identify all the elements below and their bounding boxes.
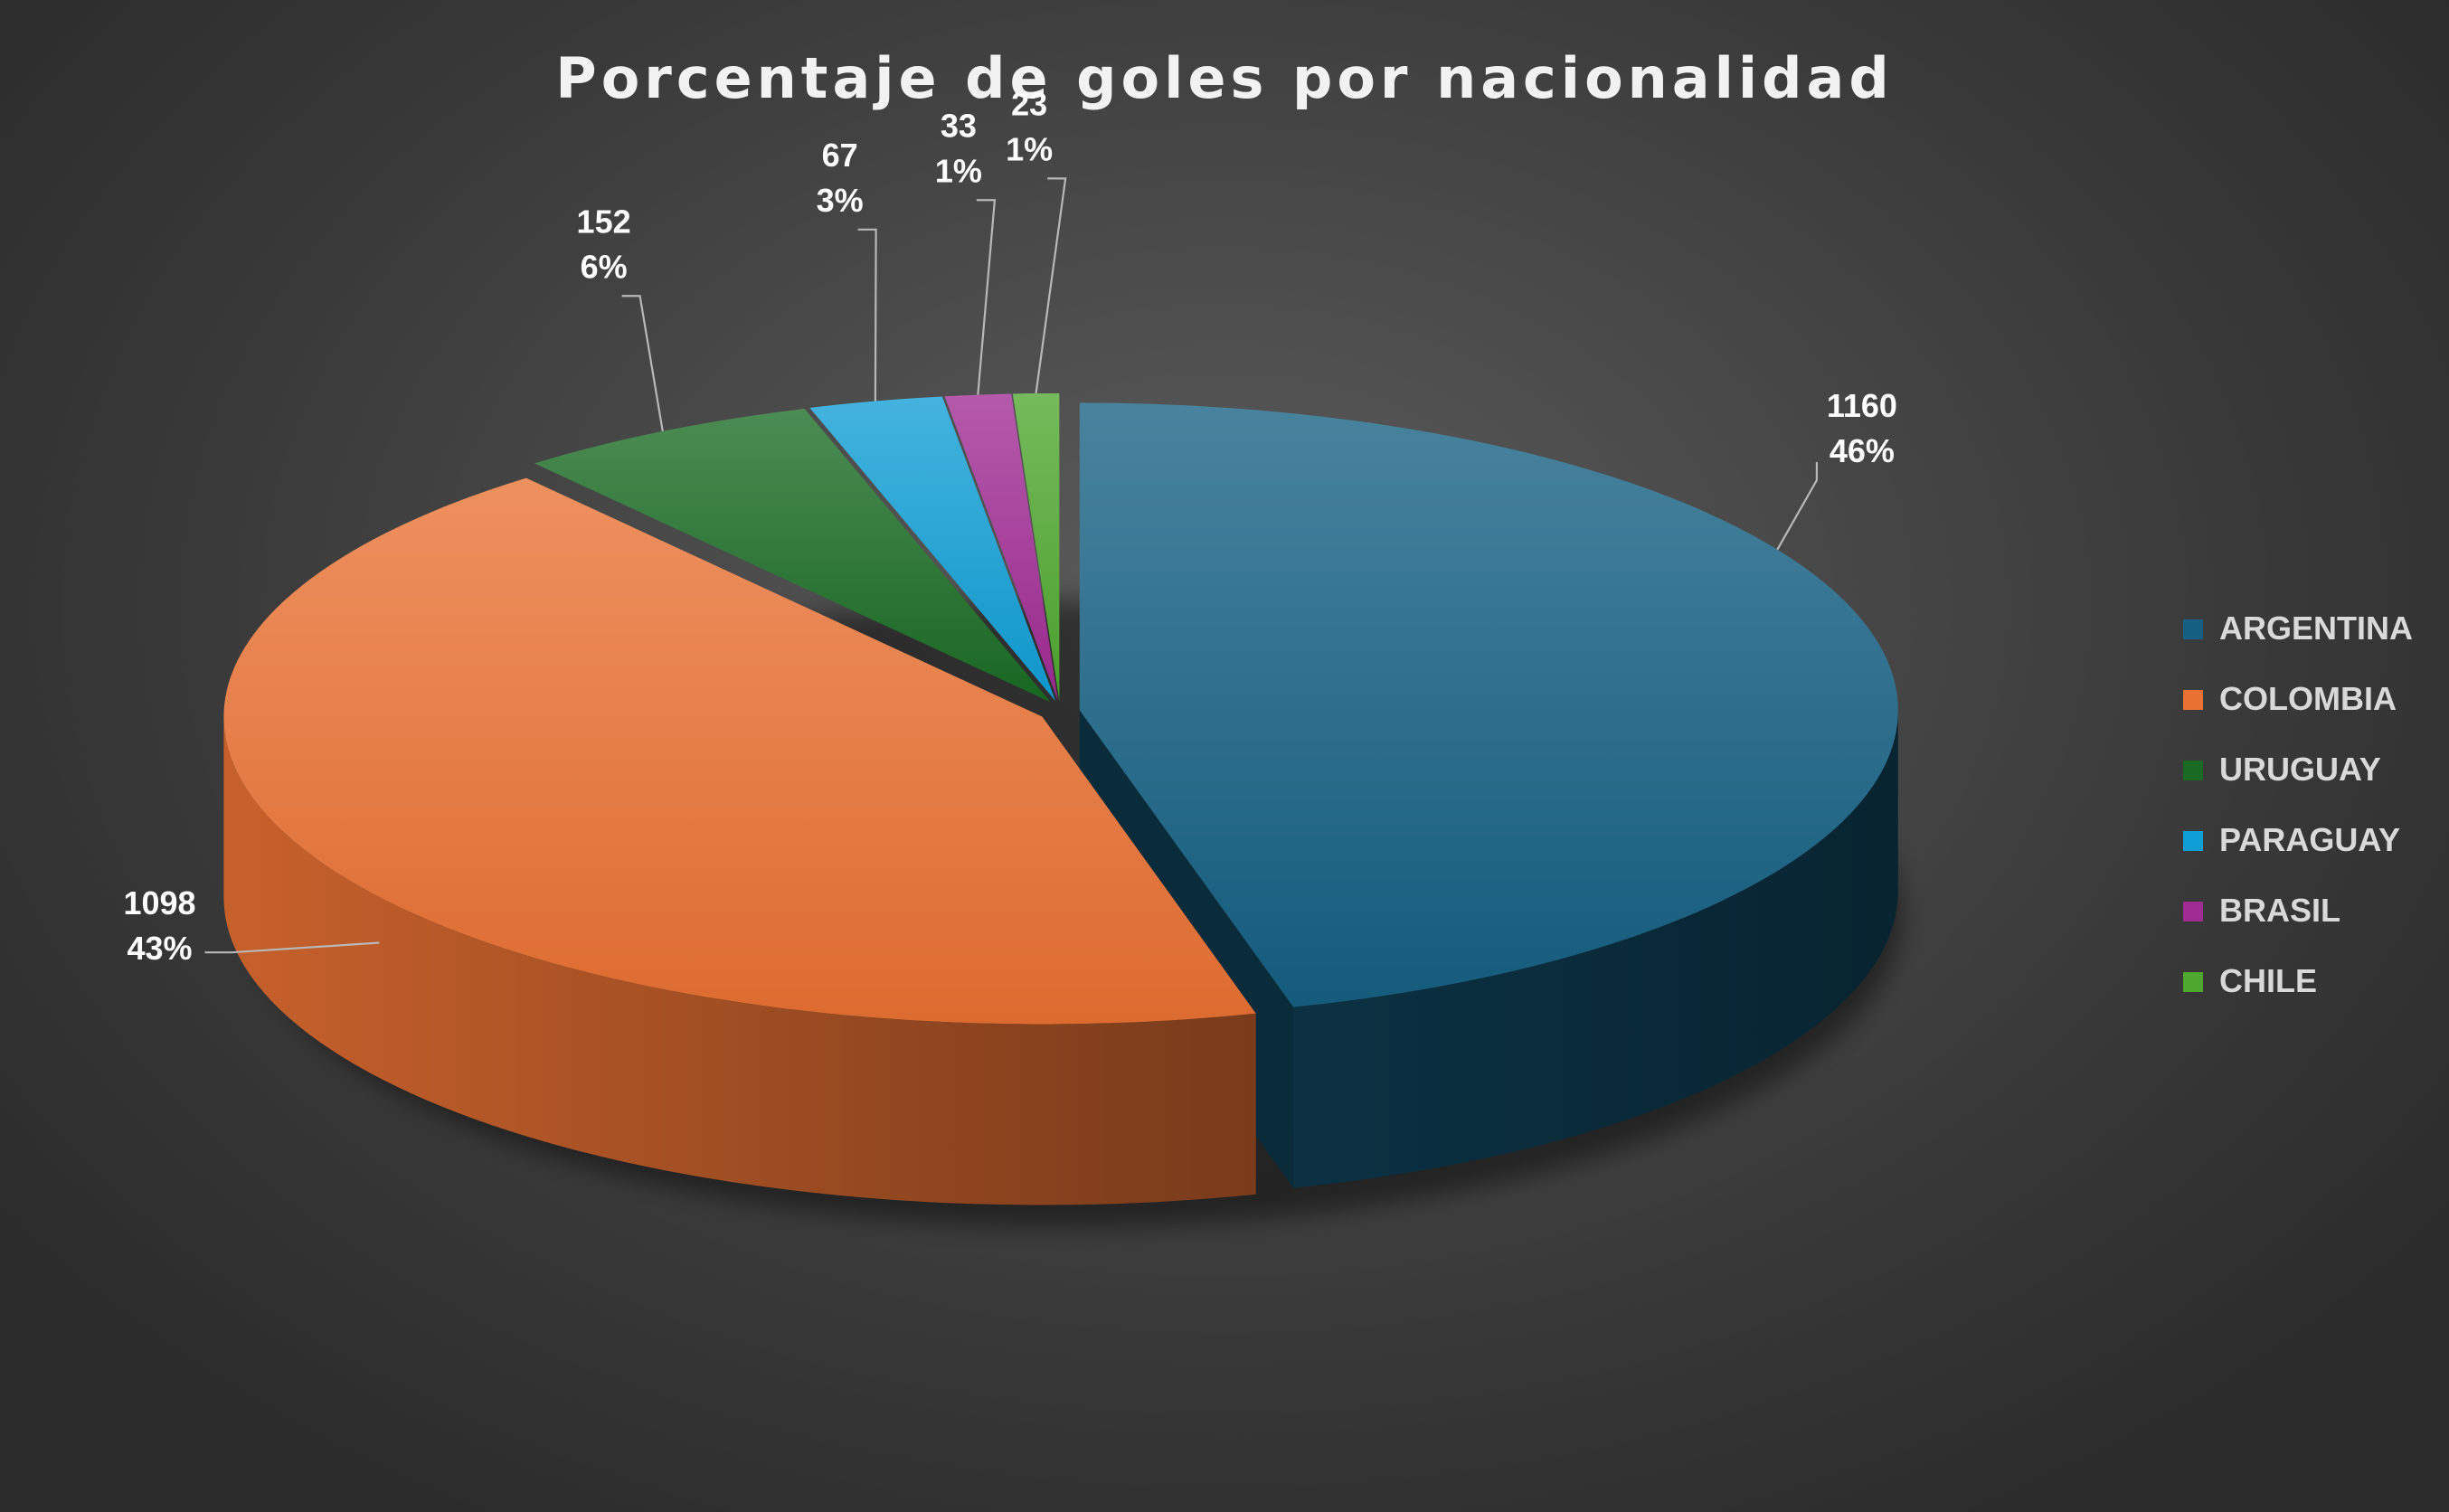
chart-title: Porcentaje de goles por nacionalidad xyxy=(555,45,1894,111)
legend-swatch xyxy=(2183,902,2203,921)
data-label-value: 152 xyxy=(577,203,631,240)
pie-slice-uruguay xyxy=(534,409,1051,703)
data-label-percent: 6% xyxy=(581,248,628,285)
legend-swatch xyxy=(2183,831,2203,851)
data-label-chile: 231% xyxy=(1006,85,1053,167)
legend-label: COLOMBIA xyxy=(2219,680,2397,717)
data-label-percent: 1% xyxy=(935,152,982,189)
data-label-value: 1098 xyxy=(123,884,195,921)
legend-label: URUGUAY xyxy=(2219,751,2381,788)
leader-line xyxy=(1776,462,1819,551)
pie-slice-argentina xyxy=(1079,402,1898,1007)
data-label-percent: 3% xyxy=(817,182,864,219)
pie-rim-colombia xyxy=(223,716,1256,1205)
data-label-percent: 46% xyxy=(1830,432,1895,469)
pie-slice-brasil xyxy=(944,393,1058,701)
legend-item-chile: CHILE xyxy=(2183,962,2317,999)
pie-rim-argentina xyxy=(1293,710,1898,1188)
data-label-value: 23 xyxy=(1011,85,1047,122)
data-label-brasil: 331% xyxy=(935,107,982,189)
pie-slice-chile xyxy=(1012,392,1060,701)
legend-item-paraguay: PARAGUAY xyxy=(2183,821,2400,858)
legend-item-brasil: BRASIL xyxy=(2183,892,2340,929)
data-label-value: 1160 xyxy=(1827,387,1897,424)
leader-line xyxy=(976,199,997,395)
pie-tops xyxy=(223,392,1898,1025)
pie-slice-paraguay xyxy=(809,396,1056,702)
legend-label: BRASIL xyxy=(2219,892,2340,929)
legend-item-argentina: ARGENTINA xyxy=(2183,610,2413,647)
legend-swatch xyxy=(2183,690,2203,710)
legend-label: PARAGUAY xyxy=(2219,821,2400,858)
legend: ARGENTINA COLOMBIA URUGUAY PARAGUAY BRASIL CH… xyxy=(2183,610,2413,999)
leader-line xyxy=(857,228,877,402)
legend-swatch xyxy=(2183,619,2203,639)
legend-label: CHILE xyxy=(2219,962,2317,999)
leader-line xyxy=(1035,177,1067,394)
data-label-value: 67 xyxy=(822,137,858,174)
data-label-argentina: 1160 46% xyxy=(1827,387,1897,469)
leader-line xyxy=(621,295,664,432)
pie-slice-colombia xyxy=(223,477,1256,1025)
data-label-colombia: 1098 43% xyxy=(123,884,195,967)
leader-line xyxy=(204,941,380,954)
data-label-percent: 1% xyxy=(1006,130,1053,167)
data-label-paraguay: 673% xyxy=(817,137,864,219)
data-label-value: 33 xyxy=(941,107,977,144)
data-label-percent: 43% xyxy=(127,930,192,967)
legend-item-colombia: COLOMBIA xyxy=(2183,680,2397,717)
legend-swatch xyxy=(2183,761,2203,780)
legend-label: ARGENTINA xyxy=(2219,610,2413,647)
legend-swatch xyxy=(2183,972,2203,992)
legend-item-uruguay: URUGUAY xyxy=(2183,751,2381,788)
